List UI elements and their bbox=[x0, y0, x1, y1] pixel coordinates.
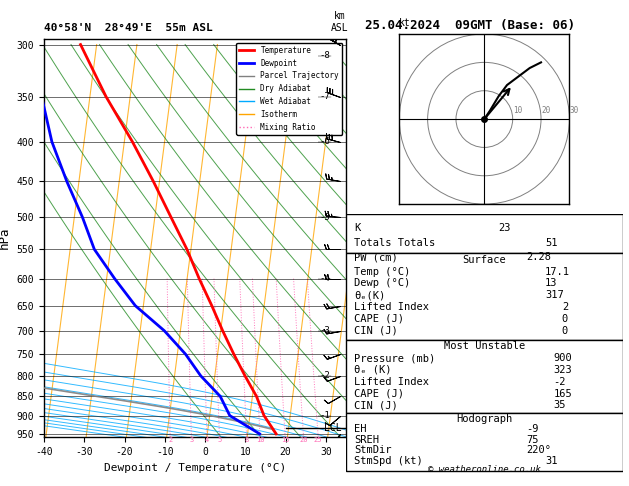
Text: Temp (°C): Temp (°C) bbox=[354, 267, 411, 277]
FancyBboxPatch shape bbox=[346, 253, 623, 340]
Text: 165: 165 bbox=[554, 389, 572, 399]
Text: 20: 20 bbox=[299, 437, 308, 443]
Text: -9: -9 bbox=[526, 424, 538, 434]
Text: 35: 35 bbox=[554, 400, 566, 410]
Text: Dewp (°C): Dewp (°C) bbox=[354, 278, 411, 288]
Text: CIN (J): CIN (J) bbox=[354, 326, 398, 336]
Text: 317: 317 bbox=[545, 290, 564, 300]
Text: Totals Totals: Totals Totals bbox=[354, 238, 435, 248]
Text: 3: 3 bbox=[189, 437, 194, 443]
Text: Lifted Index: Lifted Index bbox=[354, 302, 429, 312]
Text: CAPE (J): CAPE (J) bbox=[354, 389, 404, 399]
Text: 75: 75 bbox=[526, 434, 538, 445]
FancyBboxPatch shape bbox=[346, 340, 623, 413]
Text: 20: 20 bbox=[541, 106, 550, 115]
Text: 30: 30 bbox=[569, 106, 579, 115]
Text: 0: 0 bbox=[562, 314, 568, 324]
Text: 13: 13 bbox=[545, 278, 558, 288]
Text: SREH: SREH bbox=[354, 434, 379, 445]
Text: -7: -7 bbox=[320, 92, 331, 101]
Text: CIN (J): CIN (J) bbox=[354, 400, 398, 410]
Text: 2: 2 bbox=[168, 437, 172, 443]
Text: 25: 25 bbox=[314, 437, 322, 443]
Text: Hodograph: Hodograph bbox=[456, 414, 513, 423]
Text: 900: 900 bbox=[554, 353, 572, 363]
Text: θₑ (K): θₑ (K) bbox=[354, 365, 392, 375]
Text: Most Unstable: Most Unstable bbox=[443, 341, 525, 351]
Text: -6: -6 bbox=[320, 137, 331, 146]
Text: -2: -2 bbox=[554, 377, 566, 387]
Text: 2: 2 bbox=[562, 302, 568, 312]
Text: -1: -1 bbox=[320, 411, 331, 420]
Text: StmDir: StmDir bbox=[354, 445, 392, 455]
Text: StmSpd (kt): StmSpd (kt) bbox=[354, 455, 423, 466]
Text: -8: -8 bbox=[320, 51, 331, 60]
Text: 10: 10 bbox=[256, 437, 264, 443]
Text: PW (cm): PW (cm) bbox=[354, 252, 398, 262]
Text: -2: -2 bbox=[320, 371, 331, 381]
Text: 2.28: 2.28 bbox=[526, 252, 551, 262]
Text: 8: 8 bbox=[245, 437, 248, 443]
Text: 323: 323 bbox=[554, 365, 572, 375]
Text: © weatheronline.co.uk: © weatheronline.co.uk bbox=[428, 465, 541, 474]
Text: 23: 23 bbox=[498, 223, 511, 233]
Text: kt: kt bbox=[399, 17, 411, 28]
Text: 40°58'N  28°49'E  55m ASL: 40°58'N 28°49'E 55m ASL bbox=[44, 22, 213, 33]
Text: -5: -5 bbox=[320, 212, 331, 222]
Text: EH: EH bbox=[354, 424, 367, 434]
Text: 0: 0 bbox=[562, 326, 568, 336]
Y-axis label: hPa: hPa bbox=[0, 227, 11, 249]
Text: Pressure (mb): Pressure (mb) bbox=[354, 353, 435, 363]
FancyBboxPatch shape bbox=[346, 413, 623, 471]
Text: 31: 31 bbox=[545, 455, 558, 466]
Text: Surface: Surface bbox=[462, 255, 506, 265]
Title: km
ASL: km ASL bbox=[331, 11, 348, 33]
Text: 220°: 220° bbox=[526, 445, 551, 455]
Text: 15: 15 bbox=[281, 437, 289, 443]
Text: CAPE (J): CAPE (J) bbox=[354, 314, 404, 324]
Text: 25.04.2024  09GMT (Base: 06): 25.04.2024 09GMT (Base: 06) bbox=[365, 19, 575, 33]
Text: 10: 10 bbox=[513, 106, 522, 115]
Legend: Temperature, Dewpoint, Parcel Trajectory, Dry Adiabat, Wet Adiabat, Isotherm, Mi: Temperature, Dewpoint, Parcel Trajectory… bbox=[236, 43, 342, 135]
Text: Lifted Index: Lifted Index bbox=[354, 377, 429, 387]
X-axis label: Dewpoint / Temperature (°C): Dewpoint / Temperature (°C) bbox=[104, 463, 286, 473]
Text: θₑ(K): θₑ(K) bbox=[354, 290, 386, 300]
Text: 17.1: 17.1 bbox=[545, 267, 571, 277]
FancyBboxPatch shape bbox=[346, 214, 623, 253]
Text: -4: -4 bbox=[320, 274, 331, 283]
Text: 4: 4 bbox=[205, 437, 209, 443]
Text: -3: -3 bbox=[320, 326, 331, 335]
Text: K: K bbox=[354, 223, 360, 233]
Text: LCL: LCL bbox=[325, 423, 342, 434]
Text: 5: 5 bbox=[217, 437, 221, 443]
Text: 51: 51 bbox=[545, 238, 558, 248]
